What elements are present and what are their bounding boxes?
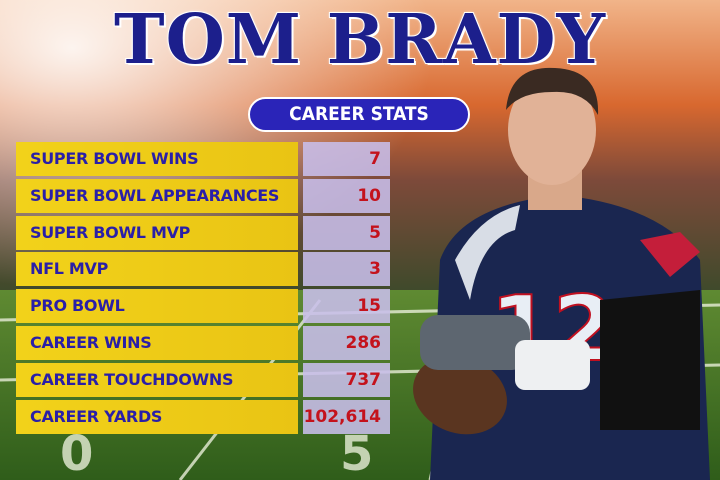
stat-value: 5 <box>303 215 390 250</box>
stat-label: SUPER BOWL MVP <box>16 215 298 250</box>
stat-label: CAREER WINS <box>16 326 298 360</box>
stat-label: SUPER BOWL APPEARANCES <box>16 178 298 213</box>
stat-row: CAREER WINS 286 <box>16 326 390 360</box>
stat-row: CAREER YARDS 102,614 <box>16 399 390 434</box>
svg-text:0: 0 <box>60 426 93 480</box>
stat-value: 7 <box>303 142 390 176</box>
stat-value: 10 <box>303 178 390 213</box>
stat-value: 737 <box>303 362 390 397</box>
stat-value: 102,614 <box>303 399 390 434</box>
stat-row: SUPER BOWL WINS 7 <box>16 142 390 176</box>
title: TOM BRADY <box>113 0 607 80</box>
stat-label: PRO BOWL <box>16 289 298 324</box>
stat-row: CAREER TOUCHDOWNS 737 <box>16 362 390 397</box>
stat-label: NFL MVP <box>16 252 298 287</box>
subtitle: CAREER STATS <box>248 97 470 132</box>
stat-label: CAREER YARDS <box>16 399 298 434</box>
stat-value: 3 <box>303 252 390 287</box>
stat-label: SUPER BOWL WINS <box>16 142 298 176</box>
stat-row: SUPER BOWL APPEARANCES 10 <box>16 178 390 213</box>
stat-row: PRO BOWL 15 <box>16 289 390 324</box>
stat-row: NFL MVP 3 <box>16 252 390 287</box>
stat-value: 286 <box>303 326 390 360</box>
stat-label: CAREER TOUCHDOWNS <box>16 362 298 397</box>
svg-text:5: 5 <box>340 426 373 480</box>
stat-value: 15 <box>303 289 390 324</box>
stat-row: SUPER BOWL MVP 5 <box>16 215 390 250</box>
